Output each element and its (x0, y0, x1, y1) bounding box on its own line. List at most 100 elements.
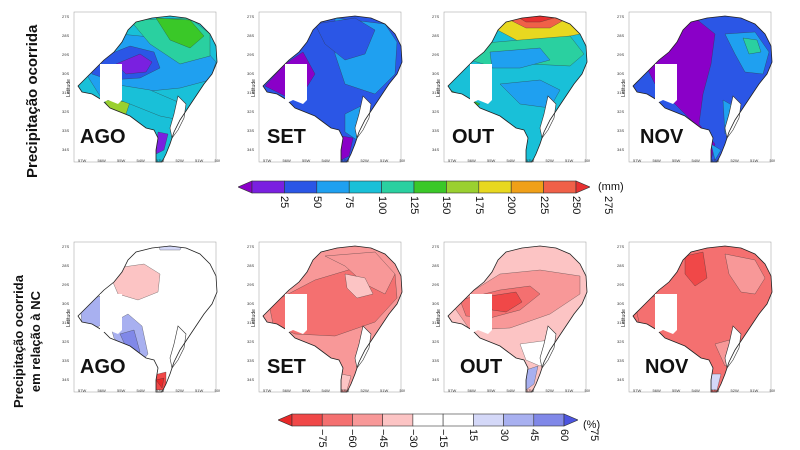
x-tick-label: 52W (731, 388, 739, 393)
x-tick-label: 51W (750, 388, 758, 393)
colorbar-segment (503, 413, 535, 427)
y-tick-label: 31S (62, 320, 69, 325)
colorbar-segment (316, 180, 350, 194)
y-tick-label: 31S (617, 320, 624, 325)
x-tick-label: 55W (487, 158, 495, 163)
colorbar-segment (510, 180, 544, 194)
x-tick-label: 52W (176, 158, 184, 163)
state-outline (447, 15, 588, 163)
y-tick-label: 28S (432, 263, 439, 268)
x-tick-label: 57W (633, 158, 641, 163)
y-tick-label: 28S (617, 263, 624, 268)
state-outline (77, 245, 218, 393)
y-axis-label: Latitude (621, 79, 627, 97)
blank-region (655, 294, 677, 334)
contour-region (155, 17, 205, 49)
map-panel-set-precip: 57W 56W 55W 54W 53W 52W 51W 50W 27S 28S 29S 30S 31S 3… (245, 4, 405, 164)
colorbar-tick-label: −30 (406, 429, 419, 448)
month-label: SET (267, 126, 306, 148)
colorbar-segment (413, 180, 447, 194)
colorbar-tick-label: −75 (316, 429, 329, 448)
x-tick-label: 50W (585, 158, 591, 163)
x-tick-label: 57W (448, 158, 456, 163)
contour-region (724, 253, 766, 295)
y-tick-label: 32S (432, 339, 439, 344)
y-tick-label: 31S (432, 90, 439, 95)
map-panel-nov-anomaly: 57W 56W 55W 54W 53W 52W 51W 50W 27S 28S 29S 30S 31S 3… (615, 234, 775, 394)
y-tick-label: 30S (62, 71, 69, 76)
x-tick-label: 55W (302, 158, 310, 163)
colorbar-tick-label: 175 (472, 196, 485, 215)
colorbar-segment (352, 413, 383, 427)
y-tick-label: 34S (432, 147, 439, 152)
x-tick-label: 56W (98, 388, 106, 393)
y-tick-label: 33S (432, 358, 439, 363)
x-tick-label: 57W (263, 158, 271, 163)
colorbar-segment (478, 180, 512, 194)
colorbar-units: (%) (583, 419, 601, 431)
lagoon (354, 325, 372, 369)
colorbar-units: (mm) (598, 181, 624, 193)
colorbar-tick-label: 30 (497, 429, 510, 442)
x-tick-label: 56W (468, 388, 476, 393)
x-tick-label: 50W (770, 158, 776, 163)
map-svg: 57W 56W 55W 54W 53W 52W 51W 50W 27S 28S 29S 30S 31S 3… (617, 11, 776, 163)
y-tick-label: 28S (247, 263, 254, 268)
map-svg: 57W 56W 55W 54W 53W 52W 51W 50W 27S 28S 29S 30S 31S 3… (432, 241, 590, 393)
colorbar-segment (284, 180, 318, 194)
y-tick-label: 33S (62, 128, 69, 133)
lagoon (169, 325, 187, 369)
y-tick-label: 33S (617, 358, 624, 363)
colorbar-tick-label: 125 (408, 196, 420, 215)
map-svg: 57W 56W 55W 54W 53W 52W 51W 50W 27S 28S 29S 30S 31S 3… (62, 241, 220, 393)
y-axis-label: Latitude (66, 309, 72, 327)
x-tick-label: 57W (78, 388, 86, 393)
contour-region (515, 16, 555, 23)
y-tick-label: 28S (617, 33, 624, 38)
y-tick-label: 27S (247, 14, 254, 19)
contour-region (724, 31, 770, 75)
colorbar-segment (291, 413, 323, 427)
state-outline (632, 15, 773, 163)
x-tick-label: 55W (487, 388, 495, 393)
colorbar-tick-label: −60 (346, 429, 359, 448)
colorbar-segment (442, 413, 474, 427)
colorbar-segment (382, 413, 414, 427)
y-tick-label: 27S (432, 244, 439, 249)
month-label: AGO (80, 126, 126, 148)
contour-region (710, 143, 722, 161)
y-tick-label: 34S (62, 147, 69, 152)
x-tick-label: 51W (195, 388, 203, 393)
colorbar-tick-label: 275 (602, 196, 615, 215)
row2-label: Precipitação ocorrida em relação à NC (11, 275, 43, 408)
y-tick-label: 29S (432, 282, 439, 287)
contour-region (314, 17, 376, 61)
y-tick-label: 28S (432, 33, 439, 38)
colorbar-arrow-left (238, 180, 253, 194)
y-tick-label: 30S (62, 301, 69, 306)
colorbar-tick-label: 200 (505, 196, 518, 215)
y-tick-label: 28S (62, 33, 69, 38)
state-outline (447, 245, 588, 393)
x-tick-label: 52W (731, 158, 739, 163)
x-tick-label: 56W (653, 388, 661, 393)
x-tick-label: 55W (117, 158, 125, 163)
map-panel-ago-precip: 57W 56W 55W 54W 53W 52W 51W 50W 27S 28S 29S 30S 31S 3… (60, 4, 220, 164)
colorbar-segment (543, 180, 577, 194)
colorbar-tick-label: 225 (537, 196, 550, 215)
colorbar-tick-label: 60 (558, 429, 570, 442)
map-svg: 57W 56W 55W 54W 53W 52W 51W 50W 27S 28S 29S 30S 31S 3… (617, 241, 775, 393)
y-tick-label: 33S (617, 128, 624, 133)
x-tick-label: 53W (711, 158, 719, 163)
colorbar-arrow-left (278, 413, 293, 427)
x-tick-label: 51W (750, 158, 758, 163)
x-tick-label: 55W (672, 158, 680, 163)
x-tick-label: 52W (361, 158, 369, 163)
contour-region (344, 273, 374, 299)
lagoon (539, 325, 557, 369)
y-tick-label: 32S (432, 109, 439, 114)
colorbar-tick-label: 25 (278, 196, 291, 209)
x-tick-label: 57W (78, 158, 86, 163)
y-tick-label: 29S (617, 282, 624, 287)
lagoon (354, 95, 372, 139)
